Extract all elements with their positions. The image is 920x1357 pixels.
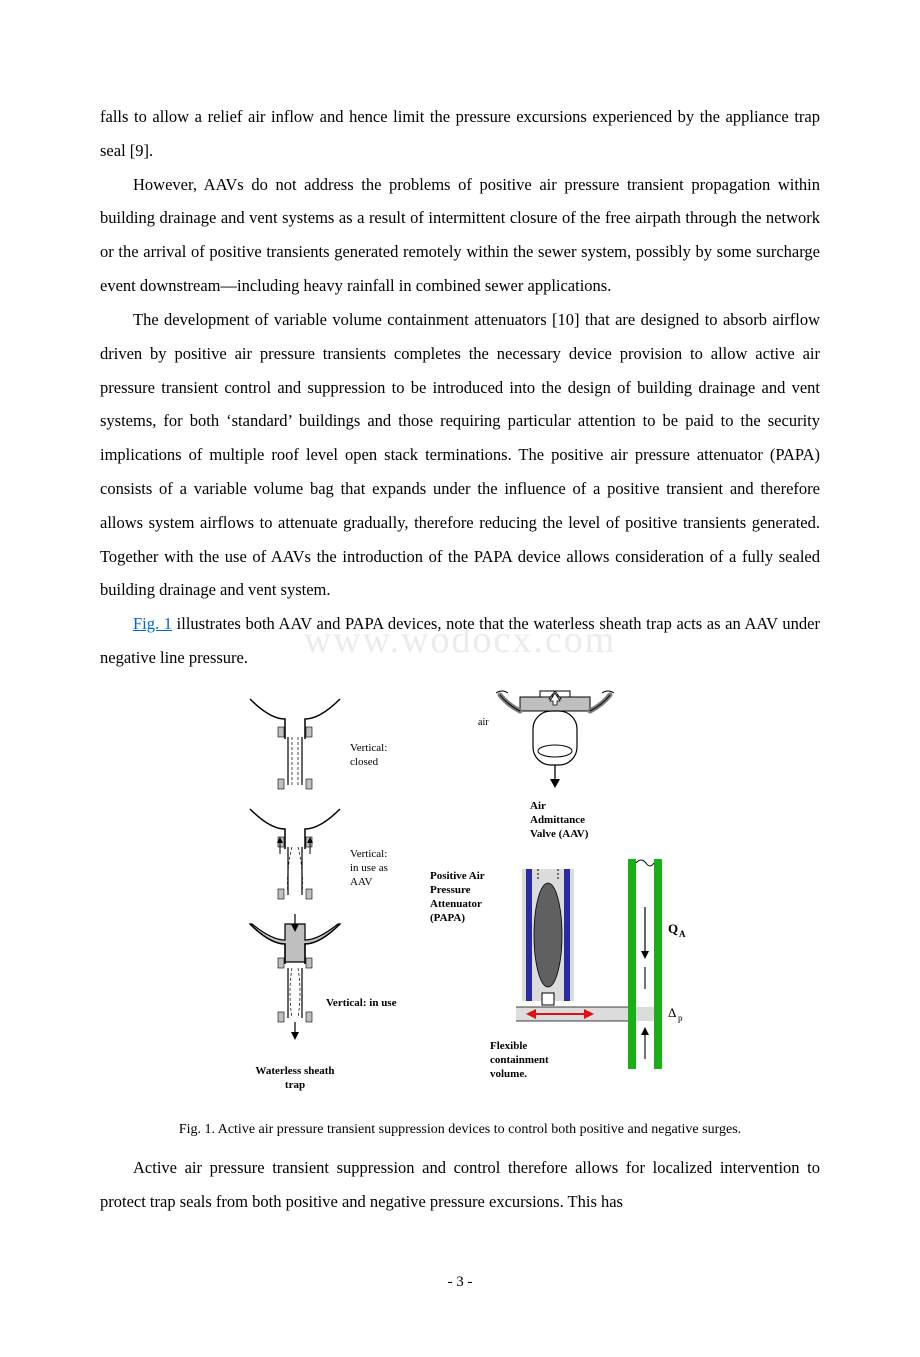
label-vertical-in-use: Vertical: in use [326, 997, 397, 1009]
paragraph-text-after-link: illustrates both AAV and PAPA devices, n… [100, 614, 820, 667]
label-papa-2: Pressure [430, 884, 471, 896]
label-vertical-closed-1: Vertical: [350, 742, 387, 754]
aav-diagram: air Air Admittance Valve (AAV) [478, 691, 614, 840]
paragraph: The development of variable volume conta… [100, 303, 820, 607]
paragraph: However, AAVs do not address the problem… [100, 168, 820, 303]
paragraph-with-link: Fig. 1 illustrates both AAV and PAPA dev… [100, 607, 820, 675]
label-dp: Δ [668, 1005, 676, 1020]
label-qa: Q [668, 921, 678, 936]
label-vertical-aav-3: AAV [350, 876, 372, 888]
label-sheath-trap-2: trap [285, 1079, 305, 1091]
label-air: air [478, 717, 489, 728]
paragraph: Active air pressure transient suppressio… [100, 1151, 820, 1219]
label-papa-1: Positive Air [430, 870, 485, 882]
figure-1-link[interactable]: Fig. 1 [133, 614, 172, 633]
page-number: - 3 - [100, 1267, 820, 1298]
label-qa-sub: A [679, 929, 686, 939]
figure-1: Vertical: closed Vertical: in use as AAV [100, 689, 820, 1111]
label-aav-1: Air [530, 800, 546, 812]
trap-in-use: Vertical: in use [250, 914, 397, 1040]
label-dp-sub: p [678, 1013, 683, 1023]
label-flex-2: containment [490, 1054, 549, 1066]
label-papa-4: (PAPA) [430, 912, 465, 924]
label-papa-3: Attenuator [430, 898, 482, 910]
label-vertical-closed-2: closed [350, 756, 379, 768]
label-flex-3: volume. [490, 1068, 527, 1080]
papa-diagram: Positive Air Pressure Attenuator (PAPA) … [430, 859, 686, 1080]
trap-as-aav: Vertical: in use as AAV [250, 809, 388, 899]
label-sheath-trap-1: Waterless sheath [255, 1065, 334, 1077]
label-flex-1: Flexible [490, 1040, 527, 1052]
label-aav-3: Valve (AAV) [530, 828, 589, 840]
label-vertical-aav-1: Vertical: [350, 848, 387, 860]
label-vertical-aav-2: in use as [350, 862, 388, 874]
label-aav-2: Admittance [530, 814, 585, 826]
paragraph-continuation: falls to allow a relief air inflow and h… [100, 100, 820, 168]
figure-1-caption: Fig. 1. Active air pressure transient su… [100, 1119, 820, 1141]
figure-1-svg: Vertical: closed Vertical: in use as AAV [230, 689, 690, 1099]
trap-closed: Vertical: closed [250, 699, 387, 789]
